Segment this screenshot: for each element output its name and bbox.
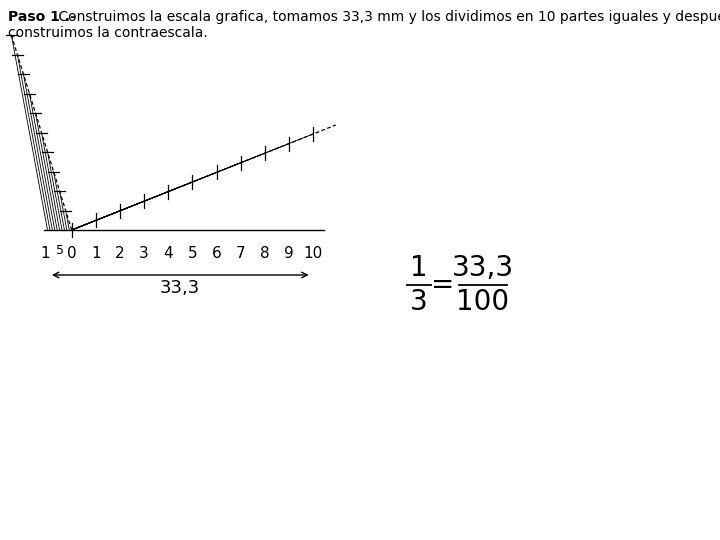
Text: 33,3: 33,3 bbox=[451, 254, 514, 282]
Text: 3: 3 bbox=[139, 246, 149, 261]
Text: 5: 5 bbox=[188, 246, 197, 261]
Text: 7: 7 bbox=[236, 246, 246, 261]
Text: 10: 10 bbox=[303, 246, 323, 261]
Text: 8: 8 bbox=[260, 246, 269, 261]
Text: 33,3: 33,3 bbox=[160, 279, 200, 297]
Text: 0: 0 bbox=[67, 246, 76, 261]
Text: 2: 2 bbox=[115, 246, 125, 261]
Text: 4: 4 bbox=[163, 246, 173, 261]
Text: 6: 6 bbox=[212, 246, 222, 261]
Text: 9: 9 bbox=[284, 246, 294, 261]
Text: construimos la contraescala.: construimos la contraescala. bbox=[7, 26, 207, 40]
Text: 1: 1 bbox=[91, 246, 101, 261]
Text: 5: 5 bbox=[56, 244, 64, 257]
Text: =: = bbox=[431, 271, 454, 299]
Text: Construimos la escala grafica, tomamos 33,3 mm y los dividimos en 10 partes igua: Construimos la escala grafica, tomamos 3… bbox=[54, 10, 720, 24]
Text: Paso 1 .-: Paso 1 .- bbox=[7, 10, 76, 24]
Text: 1: 1 bbox=[40, 246, 50, 261]
Text: 100: 100 bbox=[456, 288, 510, 316]
Text: 3: 3 bbox=[410, 288, 428, 316]
Text: 1: 1 bbox=[410, 254, 428, 282]
